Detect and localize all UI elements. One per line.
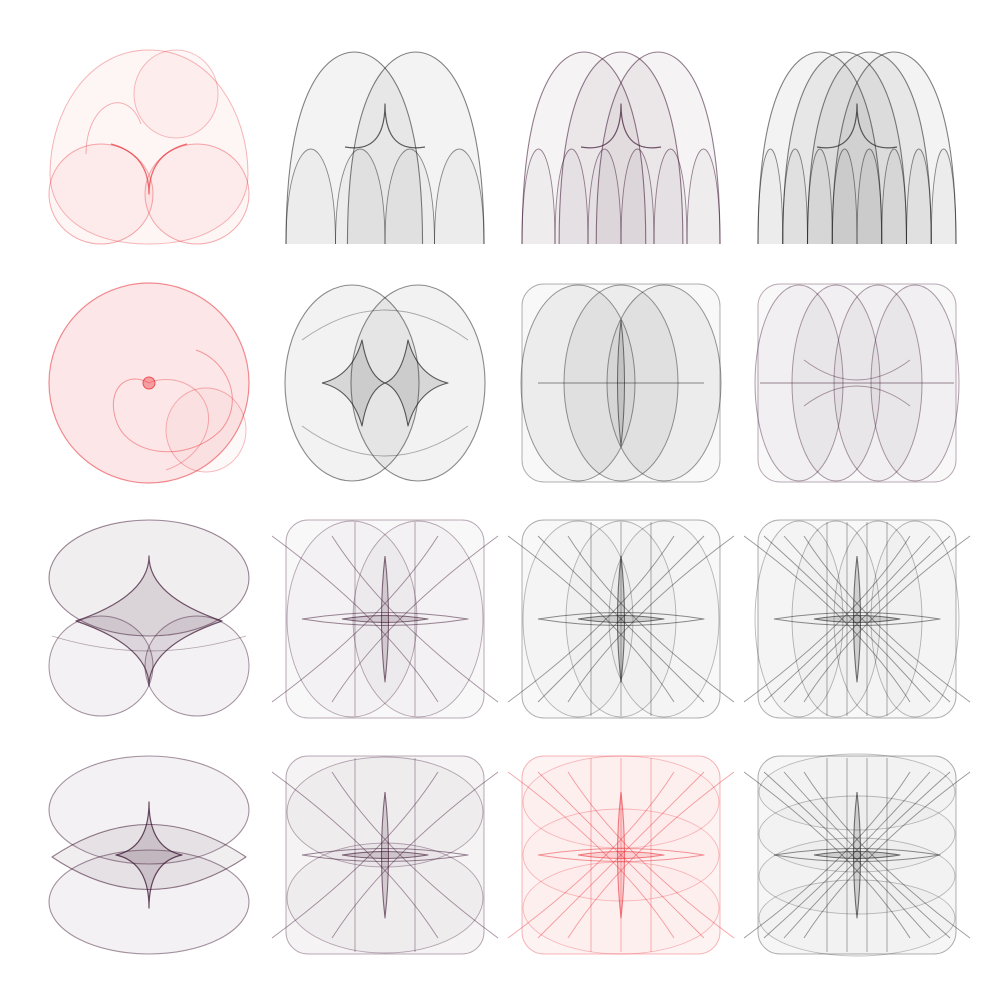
lissajous-figure bbox=[754, 44, 960, 250]
lissajous-figure bbox=[754, 280, 960, 486]
lissajous-figure bbox=[743, 752, 971, 958]
lissajous-figure bbox=[518, 44, 724, 250]
lissajous-figure bbox=[46, 44, 252, 250]
figure-double-arch bbox=[285, 51, 485, 245]
figure-two-stacked-blobs bbox=[48, 519, 250, 717]
lissajous-figure bbox=[282, 44, 488, 250]
figure-four-overlapping-ovals bbox=[754, 283, 960, 483]
lissajous-figure bbox=[271, 516, 499, 722]
figure-square-star-3 bbox=[507, 755, 735, 955]
figure-star-lattice-3 bbox=[507, 519, 735, 719]
lissajous-figure bbox=[46, 516, 252, 722]
figure-triple-arch bbox=[521, 51, 721, 245]
lissajous-figure bbox=[507, 752, 735, 958]
figure-heart-double-lobe bbox=[48, 49, 250, 245]
lissajous-figure bbox=[282, 280, 488, 486]
figure-two-ovals-diamond bbox=[48, 755, 250, 955]
lissajous-figure bbox=[46, 752, 252, 958]
figure-disc-spiral bbox=[48, 282, 250, 484]
figure-star-lattice-2 bbox=[271, 519, 499, 719]
figure-two-overlapping-ovals bbox=[284, 284, 486, 482]
figure-three-overlapping-ovals bbox=[520, 283, 722, 483]
lissajous-figure bbox=[743, 516, 971, 722]
lissajous-figure bbox=[507, 516, 735, 722]
figure-square-star-2 bbox=[271, 755, 499, 955]
figure-star-lattice-4 bbox=[743, 519, 971, 719]
lissajous-figure bbox=[46, 280, 252, 486]
lissajous-figure bbox=[518, 280, 724, 486]
figure-quadruple-arch bbox=[757, 51, 957, 245]
lissajous-figure bbox=[271, 752, 499, 958]
figure-square-star-4 bbox=[743, 753, 971, 957]
